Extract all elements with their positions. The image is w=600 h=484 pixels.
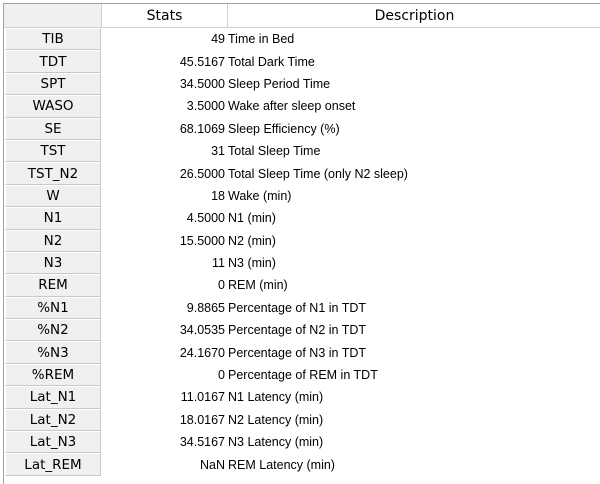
column-header-description[interactable]: Description: [228, 4, 600, 27]
description-cell[interactable]: Wake (min): [228, 188, 292, 203]
table-row[interactable]: TST 31 Total Sleep Time: [4, 139, 600, 163]
table-row[interactable]: Lat_N3 34.5167 N3 Latency (min): [4, 431, 600, 454]
row-header[interactable]: N3: [5, 251, 101, 275]
row-header[interactable]: WASO: [5, 95, 101, 118]
description-cell[interactable]: Time in Bed: [228, 32, 295, 47]
stat-cell[interactable]: 0: [218, 368, 225, 383]
table-row[interactable]: Lat_N2 18.0167 N2 Latency (min): [4, 408, 600, 432]
row-header[interactable]: N1: [5, 207, 101, 230]
stat-cell[interactable]: 18: [211, 188, 225, 203]
row-header[interactable]: %N3: [5, 341, 101, 364]
description-cell[interactable]: Total Dark Time: [228, 54, 315, 69]
stat-cell[interactable]: 34.5000: [179, 76, 225, 91]
stat-cell[interactable]: 49: [211, 32, 225, 47]
row-header[interactable]: Lat_N2: [5, 408, 101, 432]
stat-cell[interactable]: 34.0535: [179, 323, 225, 338]
table-row[interactable]: WASO 3.5000 Wake after sleep onset: [4, 95, 600, 118]
row-header[interactable]: Lat_REM: [5, 453, 101, 476]
stat-cell[interactable]: 15.5000: [179, 233, 225, 248]
description-cell[interactable]: N2 Latency (min): [228, 412, 324, 427]
description-cell[interactable]: Total Sleep Time: [228, 144, 321, 159]
description-cell[interactable]: Percentage of N1 in TDT: [228, 300, 367, 315]
description-cell[interactable]: N3 (min): [228, 256, 276, 271]
row-header[interactable]: REM: [5, 274, 101, 297]
row-header[interactable]: Lat_N3: [5, 431, 101, 454]
stat-cell[interactable]: 11.0167: [180, 390, 225, 405]
table-row[interactable]: %N1 9.8865 Percentage of N1 in TDT: [4, 296, 600, 320]
table-row[interactable]: N2 15.5000 N2 (min): [4, 229, 600, 252]
stat-cell[interactable]: 26.5000: [179, 166, 225, 181]
table-body: TIB 49 Time in Bed TDT 45.5167 Total Dark Tim…: [4, 28, 600, 476]
description-cell[interactable]: N3 Latency (min): [228, 435, 324, 450]
table-row[interactable]: TDT 45.5167 Total Dark Time: [4, 50, 600, 73]
row-header[interactable]: SPT: [5, 72, 101, 96]
table-row[interactable]: Lat_REM NaN REM Latency (min): [4, 453, 600, 476]
description-cell[interactable]: Sleep Period Time: [228, 76, 331, 91]
stat-cell[interactable]: 34.5167: [179, 435, 225, 450]
description-cell[interactable]: N2 (min): [228, 233, 276, 248]
stat-cell[interactable]: 31: [211, 144, 225, 159]
stat-cell[interactable]: 45.5167: [179, 54, 225, 69]
row-header[interactable]: TIB: [5, 28, 101, 51]
table-row[interactable]: REM 0 REM (min): [4, 274, 600, 297]
description-cell[interactable]: Percentage of REM in TDT: [228, 368, 378, 383]
stat-cell[interactable]: 18.0167: [179, 412, 225, 427]
stats-table: Stats Description TIB 49 Time in Bed TDT 45.…: [3, 3, 600, 484]
table-row[interactable]: N3 11 N3 (min): [4, 251, 600, 275]
row-header[interactable]: TST: [5, 139, 101, 163]
table-row[interactable]: Lat_N1 11.0167 N1 Latency (min): [4, 386, 600, 409]
description-cell[interactable]: REM (min): [228, 278, 288, 293]
column-header-stats[interactable]: Stats: [102, 4, 228, 27]
description-cell[interactable]: N1 (min): [228, 211, 276, 226]
row-header[interactable]: W: [5, 184, 101, 208]
table-row[interactable]: TST_N2 26.5000 Total Sleep Time (only N2 s…: [4, 162, 600, 185]
header-corner[interactable]: [4, 4, 102, 27]
stat-cell[interactable]: 4.5000: [186, 211, 225, 226]
stat-cell[interactable]: NaN: [199, 457, 225, 472]
stat-cell[interactable]: 9.8865: [186, 300, 225, 315]
stat-cell[interactable]: 68.1069: [179, 121, 225, 136]
table-row[interactable]: SE 68.1069 Sleep Efficiency (%): [4, 117, 600, 140]
table-row[interactable]: TIB 49 Time in Bed: [4, 28, 600, 51]
row-header[interactable]: Lat_N1: [5, 386, 101, 409]
description-cell[interactable]: Sleep Efficiency (%): [228, 121, 340, 136]
stat-cell[interactable]: 3.5000: [186, 99, 225, 114]
row-header[interactable]: SE: [5, 117, 101, 140]
table-row[interactable]: %N3 24.1670 Percentage of N3 in TDT: [4, 341, 600, 364]
table-row[interactable]: %N2 34.0535 Percentage of N2 in TDT: [4, 319, 600, 342]
table-row[interactable]: N1 4.5000 N1 (min): [4, 207, 600, 230]
row-header[interactable]: N2: [5, 229, 101, 252]
table-row[interactable]: W 18 Wake (min): [4, 184, 600, 208]
row-header[interactable]: %N2: [5, 319, 101, 342]
row-header[interactable]: %REM: [5, 363, 101, 387]
table-row[interactable]: SPT 34.5000 Sleep Period Time: [4, 72, 600, 96]
row-header[interactable]: %N1: [5, 296, 101, 320]
description-cell[interactable]: N1 Latency (min): [228, 390, 324, 405]
stat-cell[interactable]: 24.1670: [179, 345, 225, 360]
description-cell[interactable]: Total Sleep Time (only N2 sleep): [228, 166, 408, 181]
description-cell[interactable]: REM Latency (min): [228, 457, 335, 472]
stat-cell[interactable]: 11: [212, 256, 225, 271]
description-cell[interactable]: Percentage of N3 in TDT: [228, 345, 367, 360]
table-header: Stats Description: [4, 4, 600, 28]
description-cell[interactable]: Wake after sleep onset: [228, 99, 356, 114]
row-header[interactable]: TDT: [5, 50, 101, 73]
table-row[interactable]: %REM 0 Percentage of REM in TDT: [4, 363, 600, 387]
row-header[interactable]: TST_N2: [5, 162, 101, 185]
stat-cell[interactable]: 0: [218, 278, 225, 293]
description-cell[interactable]: Percentage of N2 in TDT: [228, 323, 367, 338]
